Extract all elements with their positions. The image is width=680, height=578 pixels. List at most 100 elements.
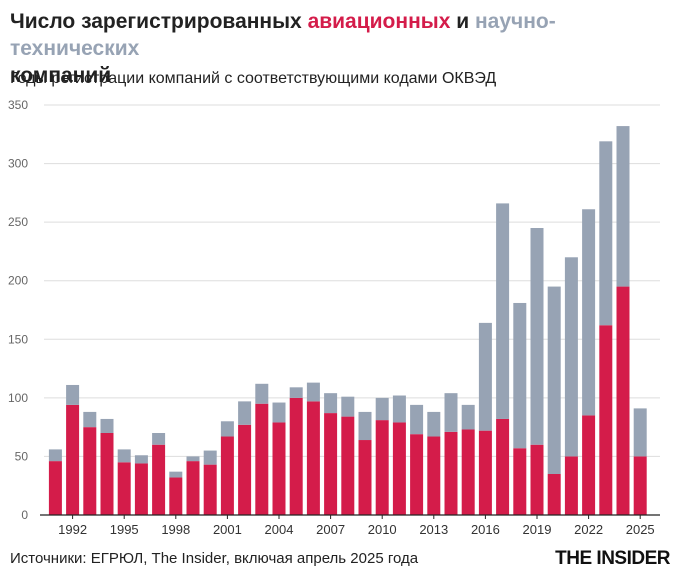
- bar-aviation: [513, 448, 527, 515]
- y-tick-label: 0: [21, 508, 28, 522]
- bar-science: [238, 401, 252, 425]
- bar-science: [616, 126, 630, 287]
- bar-science: [100, 418, 114, 433]
- bar-aviation: [255, 403, 269, 515]
- bar-aviation: [220, 436, 234, 515]
- y-tick-label: 50: [15, 449, 29, 463]
- bar-aviation: [341, 416, 355, 515]
- bar-science: [375, 397, 389, 421]
- bar-science: [306, 382, 320, 402]
- bar-aviation: [530, 444, 544, 515]
- bar-science: [169, 471, 183, 478]
- bar-aviation: [66, 404, 80, 515]
- bar-science: [272, 402, 286, 423]
- bar-aviation: [582, 415, 596, 515]
- x-tick-label: 1992: [58, 522, 87, 537]
- bar-aviation: [599, 325, 613, 515]
- bar-science: [410, 404, 424, 435]
- bar-science: [478, 322, 492, 431]
- x-tick-label: 2001: [213, 522, 242, 537]
- bar-science: [461, 404, 475, 430]
- title-and: и: [450, 10, 475, 33]
- bar-science: [564, 257, 578, 457]
- title-aviation: авиационных: [307, 10, 451, 33]
- x-tick-label: 1998: [161, 522, 190, 537]
- brand-logo: THE INSIDER: [555, 548, 670, 569]
- bar-aviation: [48, 461, 62, 515]
- x-tick-label: 2013: [419, 522, 448, 537]
- source-note: Источники: ЕГРЮЛ, The Insider, включая а…: [10, 550, 419, 567]
- bar-aviation: [547, 474, 561, 515]
- bar-aviation: [564, 456, 578, 515]
- bar-aviation: [203, 464, 217, 515]
- bar-aviation: [306, 401, 320, 515]
- bar-aviation: [186, 461, 200, 515]
- x-tick-label: 2019: [523, 522, 552, 537]
- bar-aviation: [444, 431, 458, 515]
- y-tick-label: 200: [8, 274, 28, 288]
- bar-aviation: [427, 436, 441, 515]
- x-tick-label: 1995: [110, 522, 139, 537]
- bar-aviation: [272, 422, 286, 515]
- y-tick-label: 100: [8, 391, 28, 405]
- y-tick-label: 350: [8, 98, 28, 112]
- title-part2: компаний: [10, 64, 112, 87]
- bar-science: [83, 411, 97, 428]
- bar-aviation: [392, 422, 406, 515]
- bar-science: [48, 449, 62, 462]
- bar-aviation: [358, 440, 372, 515]
- bar-aviation: [238, 424, 252, 515]
- x-tick-label: 2004: [265, 522, 294, 537]
- bar-science: [186, 456, 200, 462]
- bar-science: [392, 395, 406, 423]
- bar-aviation: [152, 444, 166, 515]
- x-tick-label: 2025: [626, 522, 655, 537]
- bar-aviation: [117, 462, 131, 515]
- bar-aviation: [375, 420, 389, 515]
- bar-aviation: [100, 433, 114, 515]
- bar-aviation: [83, 427, 97, 515]
- bar-aviation: [478, 430, 492, 515]
- bar-science: [530, 228, 544, 445]
- bar-science: [341, 396, 355, 417]
- bar-aviation: [169, 477, 183, 515]
- bar-aviation: [134, 463, 148, 515]
- x-tick-label: 2022: [574, 522, 603, 537]
- bar-science: [324, 393, 338, 414]
- bar-science: [220, 421, 234, 437]
- title-science: научно-технических: [10, 10, 556, 60]
- bar-science: [513, 302, 527, 449]
- bar-science: [444, 393, 458, 432]
- y-tick-label: 150: [8, 332, 28, 346]
- bar-aviation: [410, 434, 424, 515]
- chart-subtitle: Годы регистрации компаний с соответствую…: [10, 70, 497, 87]
- bar-aviation: [461, 429, 475, 515]
- bar-science: [66, 384, 80, 405]
- bar-science: [255, 383, 269, 404]
- bar-science: [633, 408, 647, 457]
- bar-aviation: [633, 456, 647, 515]
- bar-science: [117, 449, 131, 463]
- x-tick-label: 2007: [316, 522, 345, 537]
- x-tick-label: 2016: [471, 522, 500, 537]
- chart-title: Число зарегистрированных авиационных и н…: [10, 8, 670, 89]
- y-tick-label: 250: [8, 215, 28, 229]
- bar-science: [599, 141, 613, 326]
- bar-science: [152, 433, 166, 445]
- bar-aviation: [496, 418, 510, 515]
- bar-science: [427, 411, 441, 437]
- bar-aviation: [289, 397, 303, 515]
- x-tick-label: 2010: [368, 522, 397, 537]
- title-part1: Число зарегистрированных: [10, 10, 308, 33]
- y-tick-label: 300: [8, 157, 28, 171]
- bar-aviation: [324, 413, 338, 515]
- bar-science: [547, 286, 561, 474]
- stacked-bar-chart: 0 50 100 150 200 250 300 350 1992 1995 1998 2001 200…: [8, 98, 660, 537]
- bar-aviation: [616, 286, 630, 515]
- bar-science: [358, 411, 372, 441]
- bar-science: [582, 209, 596, 416]
- bar-science: [289, 387, 303, 398]
- bar-science: [496, 203, 510, 419]
- bar-science: [203, 450, 217, 465]
- bar-science: [134, 455, 148, 464]
